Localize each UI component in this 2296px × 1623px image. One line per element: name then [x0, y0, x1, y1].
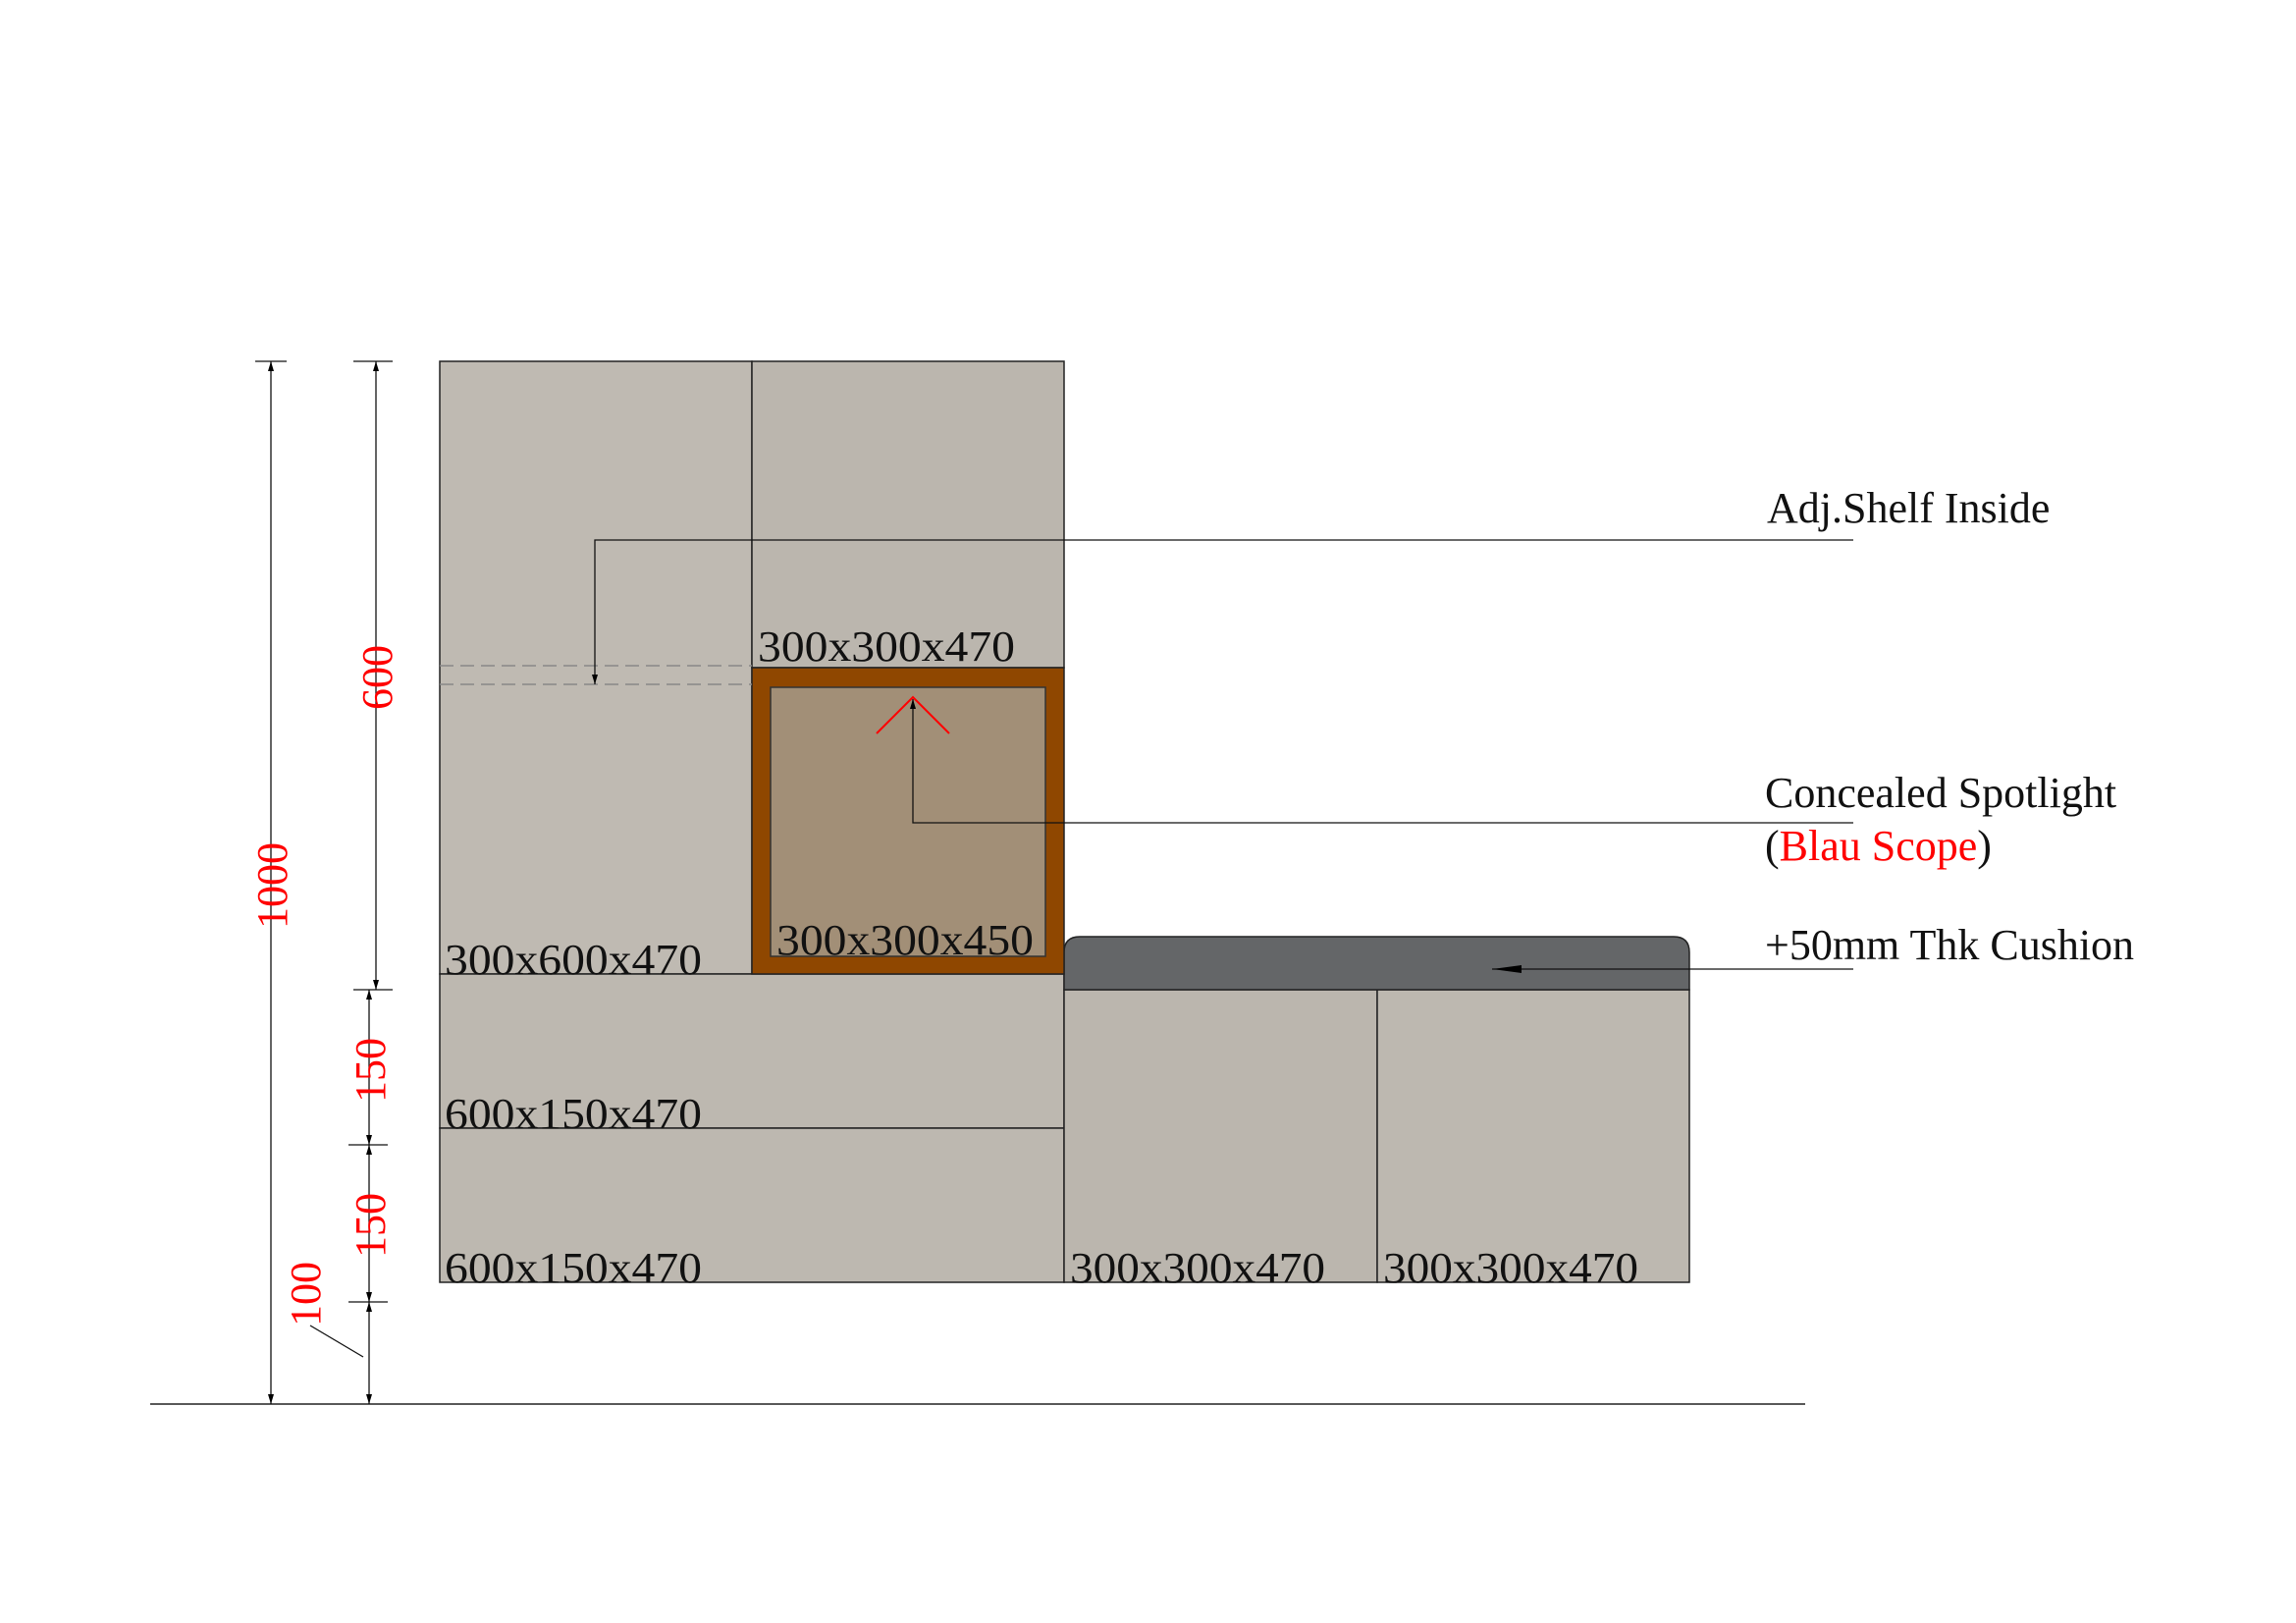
drawer-bottom-module [439, 1127, 1065, 1283]
label-drawer-top: 600x150x470 [445, 1090, 702, 1138]
dimension-lines [255, 360, 393, 1404]
bench-left-module [1063, 989, 1378, 1283]
annotation-shelf: Adj.Shelf Inside [1767, 484, 2050, 532]
dim-drawer-1: 150 [347, 1038, 395, 1103]
bench-right-module [1376, 989, 1690, 1283]
shelf-leader [592, 539, 1853, 684]
drawer-top-module [439, 973, 1065, 1129]
cushion [1063, 936, 1690, 991]
dim-plinth: 100 [282, 1262, 330, 1326]
cabinet-body [439, 360, 1690, 1283]
paren-close: ) [1977, 822, 1992, 870]
upper-right-module [751, 360, 1065, 669]
label-upper-right: 300x300x470 [758, 622, 1015, 671]
dim-overall: 1000 [248, 842, 296, 929]
tall-left-module [439, 360, 753, 975]
spotlight-leader [910, 699, 1853, 824]
annotation-spotlight: Concealed Spotlight [1765, 769, 2116, 817]
paren-open: ( [1765, 822, 1780, 870]
spotlight-icon [876, 695, 950, 734]
label-bench-right: 300x300x470 [1383, 1244, 1638, 1292]
label-drawer-bottom: 600x150x470 [445, 1244, 702, 1292]
niche-inner [770, 686, 1046, 957]
dim-drawer-2: 150 [347, 1193, 395, 1258]
label-niche: 300x300x450 [776, 916, 1034, 964]
label-bench-left: 300x300x470 [1070, 1244, 1325, 1292]
brand-name: Blau Scope [1780, 822, 1978, 870]
leaders [592, 539, 1853, 973]
annotation-spotlight-brand-line: (Blau Scope) [1765, 822, 1992, 870]
dim-upper: 600 [353, 645, 401, 710]
annotation-cushion: +50mm Thk Cushion [1765, 921, 2134, 969]
label-tall-left: 300x600x470 [445, 936, 702, 984]
